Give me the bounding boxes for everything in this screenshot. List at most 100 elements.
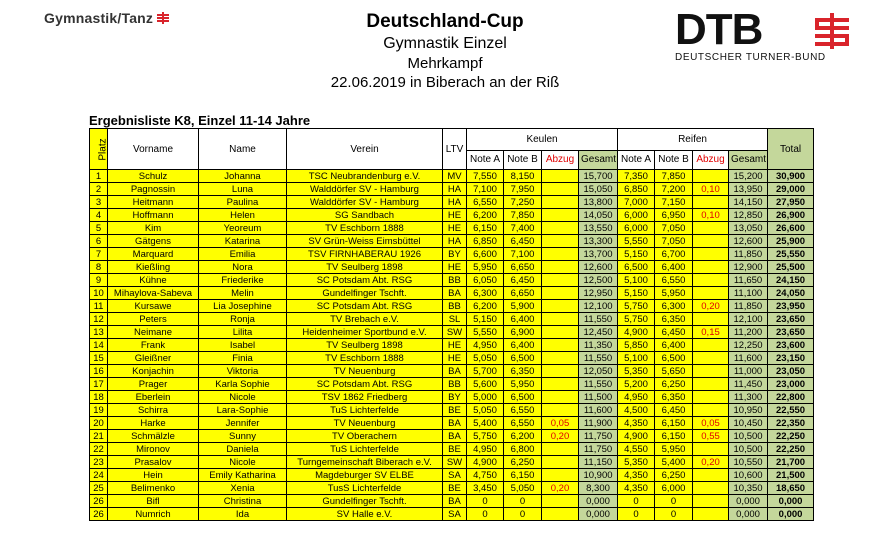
cell-reifen-note-a: 5,550 [617,234,656,248]
cell-reifen-abzug: 0,20 [692,455,730,469]
cell-keulen-abzug [541,286,579,300]
cell-reifen-gesamt: 10,450 [728,416,769,430]
cell-platz: 20 [89,416,108,430]
cell-vorname: Prasalov [107,455,199,469]
cell-platz: 17 [89,377,108,391]
cell-platz: 21 [89,429,108,443]
cell-reifen-abzug [692,195,730,209]
column-header-verein: Verein [286,128,443,170]
cell-name: Luna [198,182,287,196]
cell-keulen-gesamt: 11,900 [577,416,619,430]
cell-reifen-note-b: 6,150 [654,416,694,430]
cell-ltv: HE [442,260,467,274]
cell-reifen-abzug [692,351,730,365]
cell-name: Friederike [198,273,287,287]
cell-reifen-note-a: 7,350 [617,169,656,183]
cell-platz: 13 [89,325,108,339]
cell-keulen-note-a: 6,300 [466,286,504,300]
cell-reifen-note-b: 5,650 [654,364,694,378]
table-row: 26 Numrich Ida SV Halle e.V. SA 0 0 0,000 0 0 0,00… [89,507,815,521]
table-row: 16 Konjachin Viktoria TV Neuenburg BA 5,700 6,… [89,364,815,378]
cell-keulen-note-b: 7,250 [503,195,542,209]
cell-platz: 7 [89,247,108,261]
cell-verein: SC Potsdam Abt. RSG [286,273,443,287]
cell-platz: 25 [89,481,108,495]
cell-ltv: BE [442,403,467,417]
cell-reifen-note-a: 4,900 [617,325,656,339]
cell-vorname: Heitmann [107,195,199,209]
table-row: 18 Eberlein Nicole TSV 1862 Friedberg BY 5,00… [89,390,815,404]
cell-vorname: Numrich [107,507,199,521]
cell-vorname: Konjachin [107,364,199,378]
cell-keulen-gesamt: 11,150 [577,455,619,469]
cell-keulen-note-a: 5,050 [466,403,504,417]
cell-keulen-gesamt: 11,750 [577,429,619,443]
cell-name: Johanna [198,169,287,183]
cell-reifen-abzug [692,377,730,391]
table-row: 15 Gleißner Finia TV Eschborn 1888 HE 5,050 6,… [89,351,815,365]
cell-ltv: BA [442,286,467,300]
cell-keulen-note-a: 5,950 [466,260,504,274]
table-row: 11 Kursawe Lia Josephine SC Potsdam Abt. RS… [89,299,815,313]
table-row: 17 Prager Karla Sophie SC Potsdam Abt. RSG B… [89,377,815,391]
cell-verein: Gundelfinger Tschft. [286,286,443,300]
column-header-name: Name [198,128,287,170]
cell-name: Nicole [198,455,287,469]
cell-platz: 3 [89,195,108,209]
cell-vorname: Schulz [107,169,199,183]
cell-verein: Heidenheimer Sportbund e.V. [286,325,443,339]
cell-platz: 26 [89,507,108,521]
cell-keulen-note-a: 4,950 [466,442,504,456]
cell-vorname: Schmälzle [107,429,199,443]
cell-reifen-note-a: 5,200 [617,377,656,391]
cell-reifen-abzug [692,338,730,352]
column-header-keulen-gesamt: Gesamt [577,149,619,171]
cell-name: Christina [198,494,287,508]
cell-verein: TusS Lichterfelde [286,481,443,495]
cell-reifen-note-b: 5,400 [654,455,694,469]
cell-platz: 23 [89,455,108,469]
cell-keulen-note-b: 6,250 [503,455,542,469]
cell-platz: 1 [89,169,108,183]
cell-vorname: Neimane [107,325,199,339]
cell-keulen-note-a: 6,150 [466,221,504,235]
cell-keulen-note-a: 7,100 [466,182,504,196]
cell-reifen-note-b: 6,150 [654,429,694,443]
results-body: 1 Schulz Johanna TSC Neubrandenburg e.V. MV 7… [89,169,815,521]
cell-name: Ronja [198,312,287,326]
cell-reifen-gesamt: 11,650 [728,273,769,287]
cell-keulen-abzug [541,507,579,521]
column-header-ltv: LTV [442,128,467,170]
cell-keulen-gesamt: 15,050 [577,182,619,196]
cell-keulen-note-a: 5,700 [466,364,504,378]
event-name: Mehrkampf [407,55,483,72]
cell-platz: 18 [89,390,108,404]
cell-keulen-note-b: 7,400 [503,221,542,235]
turner-cross-icon [157,12,170,24]
cell-total: 23,050 [767,364,815,378]
cell-reifen-note-a: 5,750 [617,312,656,326]
column-header-keulen-abzug: Abzug [541,149,579,171]
cell-name: Jennifer [198,416,287,430]
cell-verein: Gundelfinger Tschft. [286,494,443,508]
cell-name: Lia Josephine [198,299,287,313]
cell-total: 24,150 [767,273,815,287]
cell-keulen-note-a: 5,550 [466,325,504,339]
cell-platz: 9 [89,273,108,287]
table-row: 3 Heitmann Paulina Walddörfer SV - Hamburg H… [89,195,815,209]
cell-keulen-note-a: 6,200 [466,299,504,313]
cell-reifen-note-a: 5,100 [617,273,656,287]
cell-name: Emily Katharina [198,468,287,482]
cell-reifen-note-b: 6,250 [654,377,694,391]
cell-vorname: Kim [107,221,199,235]
cell-keulen-note-a: 5,750 [466,429,504,443]
cell-keulen-abzug [541,325,579,339]
cell-reifen-note-b: 6,300 [654,299,694,313]
column-header-reifen-gesamt: Gesamt [728,149,769,171]
cell-reifen-gesamt: 10,600 [728,468,769,482]
cell-reifen-gesamt: 11,000 [728,364,769,378]
cell-verein: Magdeburger SV ELBE [286,468,443,482]
cell-keulen-gesamt: 11,500 [577,390,619,404]
cell-total: 25,550 [767,247,815,261]
cell-reifen-note-b: 6,400 [654,338,694,352]
